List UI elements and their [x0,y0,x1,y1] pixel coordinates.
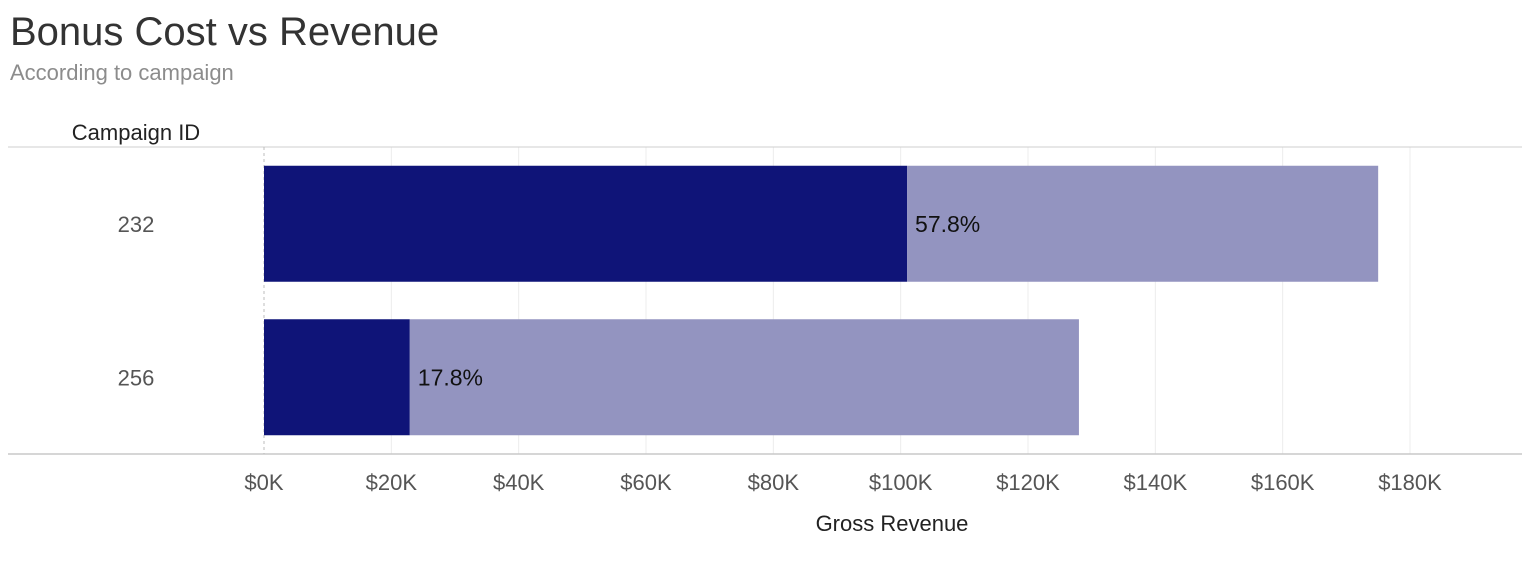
x-tick-label: $140K [1124,470,1188,495]
x-tick-label: $0K [244,470,283,495]
y-tick-label: 232 [118,212,155,237]
x-tick-label: $120K [996,470,1060,495]
chart-title: Bonus Cost vs Revenue [10,10,440,54]
x-tick-label: $160K [1251,470,1315,495]
revenue-bar-256[interactable] [409,319,1079,436]
data-label: 17.8% [418,364,483,390]
x-tick-label: $180K [1378,470,1442,495]
x-tick-label: $20K [366,470,418,495]
x-tick-label: $40K [493,470,545,495]
y-tick-label: 256 [118,365,155,390]
x-tick-labels: $0K $20K $40K $60K $80K $100K $120K $140K $160K $… [244,470,1442,495]
chart-subtitle: According to campaign [10,60,234,85]
data-label: 57.8% [915,211,980,237]
bars: 57.8% 17.8% [264,165,1379,436]
revenue-bar-232[interactable] [907,165,1379,282]
bonus-cost-bar-232[interactable] [264,165,908,282]
y-axis-header: Campaign ID [72,120,200,145]
x-tick-label: $80K [748,470,800,495]
x-tick-label: $100K [869,470,933,495]
y-tick-labels: 232 256 [118,212,155,391]
bonus-cost-bar-256[interactable] [264,319,410,436]
x-axis-label: Gross Revenue [816,511,969,536]
x-tick-label: $60K [620,470,672,495]
